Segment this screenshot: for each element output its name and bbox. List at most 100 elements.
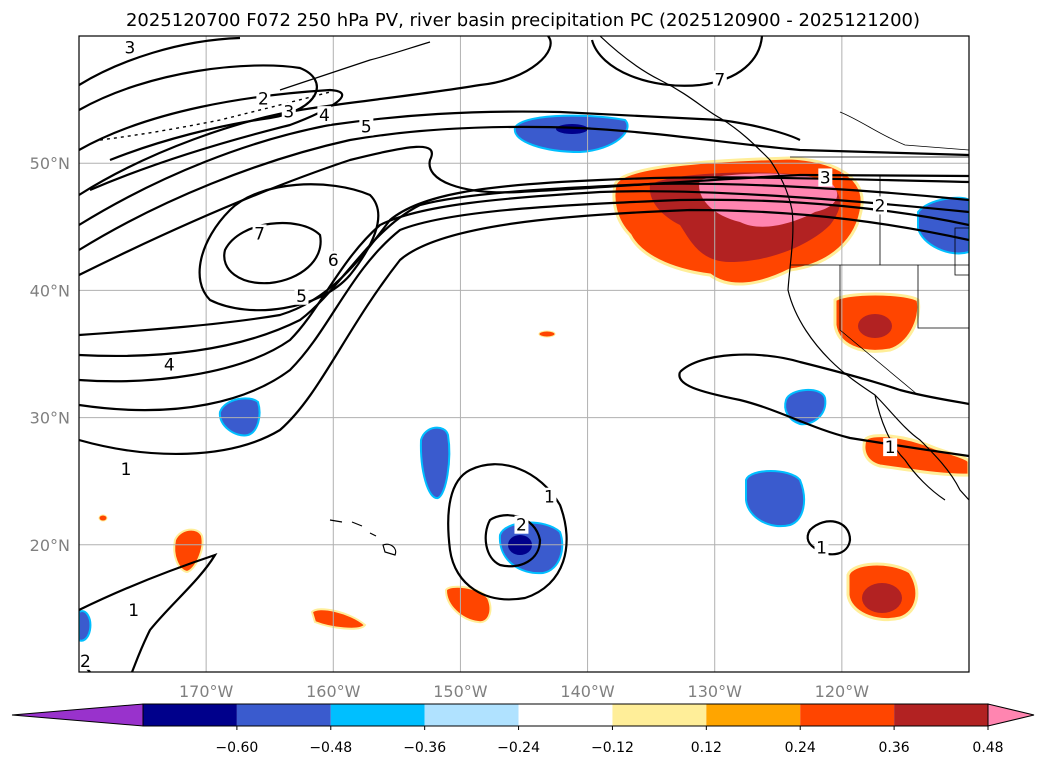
contour-label: 1 <box>816 539 827 559</box>
blob-neg-pac-west <box>218 397 261 437</box>
latitude-labels: 50°N 40°N 30°N 20°N <box>30 154 70 555</box>
north-america-coast <box>599 36 969 501</box>
lon-tick-label: 130°W <box>688 682 743 701</box>
contour-label-bg <box>252 224 267 243</box>
contour-label: 5 <box>361 118 372 138</box>
colorbar-tick-label: 0.12 <box>691 740 722 756</box>
map-title: 2025120700 F072 250 hPa PV, river basin … <box>126 10 920 31</box>
colorbar-tick-label: −0.12 <box>591 740 634 756</box>
map-frame <box>78 35 970 673</box>
contour-1-small <box>806 520 852 556</box>
alaska-coast <box>279 41 431 91</box>
colorbar-cell <box>236 704 331 726</box>
lon-tick-label: 150°W <box>433 682 488 701</box>
blob-pos-central-south <box>444 585 492 624</box>
colorbar-tick-label: 0.48 <box>972 740 1003 756</box>
contour-label: 1 <box>885 438 896 458</box>
colorbar-right-extend <box>987 703 1035 727</box>
contour-label-bg <box>873 196 887 215</box>
negative-anomaly-shading <box>79 114 969 642</box>
lat-tick-label: 30°N <box>30 409 70 428</box>
contour-1-east <box>679 353 969 406</box>
contour-label-bg <box>712 70 727 89</box>
lat-tick-label: 40°N <box>30 281 70 300</box>
contour-label-bg <box>119 459 134 478</box>
blob-neg-sw-cal <box>784 389 827 426</box>
colorbar-cell <box>800 704 895 726</box>
state-borders <box>790 111 969 396</box>
contour-1-east-b <box>678 371 969 458</box>
contour-label: 7 <box>254 224 265 244</box>
contour-label: 2 <box>516 516 527 536</box>
colorbar-cell <box>612 704 707 726</box>
contour-label-bg <box>317 106 332 125</box>
lat-tick-label: 20°N <box>30 536 70 555</box>
contour-north-4 <box>79 64 318 162</box>
pv-contours <box>79 36 969 672</box>
baja <box>874 394 946 501</box>
blob-neg-edge <box>79 610 92 642</box>
colorbar-tick-label: 0.24 <box>785 740 816 756</box>
contour-label-bg <box>542 487 557 506</box>
colorbar-left-extend <box>11 703 144 727</box>
contour-label: 1 <box>128 601 139 621</box>
colorbar-cell <box>143 704 237 726</box>
contour-label: 4 <box>319 106 330 126</box>
contour-label-bg <box>256 89 271 108</box>
contour-label-bg <box>122 38 137 57</box>
contour-label: 2 <box>875 196 886 216</box>
contour-label: 3 <box>283 102 294 122</box>
contour-jet-8 <box>79 190 969 383</box>
colorbar-tick-label: −0.24 <box>497 740 540 756</box>
contour-label-bg <box>326 251 341 270</box>
colorbar-cell <box>706 704 801 726</box>
colorbar: −0.60 −0.48 −0.36 −0.24 −0.12 0.12 0.24 0.36 0.4… <box>11 703 1035 756</box>
contour-label-bg <box>359 117 374 136</box>
contour-label: 3 <box>124 39 135 59</box>
colorbar-cell <box>894 704 988 726</box>
lon-tick-label: 170°W <box>179 682 234 701</box>
colorbar-tick-label: 0.36 <box>879 740 910 756</box>
colorbar-tick-label: −0.36 <box>403 740 446 756</box>
colorbar-cell <box>424 704 519 726</box>
contour-label-bg <box>162 355 177 374</box>
contour-top-3 <box>79 36 241 86</box>
contour-label: 1 <box>544 488 555 508</box>
contour-label-bg <box>818 168 833 187</box>
contour-label-bg <box>514 515 529 534</box>
contour-label: 4 <box>164 355 175 375</box>
graticule <box>79 36 969 672</box>
contour-jet-9 <box>79 198 969 412</box>
contour-jet-6 <box>79 176 969 337</box>
colorbar-cell <box>330 704 425 726</box>
contour-jet-2 <box>79 36 552 196</box>
contour-label-bg <box>281 102 296 121</box>
hawaii <box>329 519 397 556</box>
contour-label: 6 <box>328 251 339 271</box>
colorbar-cell <box>518 704 613 726</box>
contour-label: 2 <box>80 652 91 672</box>
lat-tick-label: 50°N <box>30 154 70 173</box>
aleutians <box>99 91 331 141</box>
coastlines <box>99 36 969 556</box>
blob-neg-central-1 <box>419 426 451 499</box>
contour-label-bg <box>126 600 141 619</box>
contour-north-5 <box>79 88 344 192</box>
colorbar-tick-label: −0.60 <box>215 740 258 756</box>
contour-label-bg <box>883 438 898 457</box>
contour-1-sw <box>79 553 218 672</box>
contour-label: 3 <box>820 168 831 188</box>
contour-label: 1 <box>121 460 132 480</box>
contour-1-west <box>79 208 969 456</box>
colorbar-tick-label: −0.48 <box>309 740 352 756</box>
lon-tick-label: 140°W <box>560 682 615 701</box>
contour-label: 7 <box>714 71 725 91</box>
contour-label: 2 <box>258 90 269 110</box>
lon-tick-label: 160°W <box>306 682 361 701</box>
contour-label-bg <box>79 651 93 670</box>
longitude-labels: 170°W 160°W 150°W 140°W 130°W 120°W <box>179 682 869 701</box>
blob-neg-baja <box>745 470 806 528</box>
contour-7-north <box>590 36 764 87</box>
